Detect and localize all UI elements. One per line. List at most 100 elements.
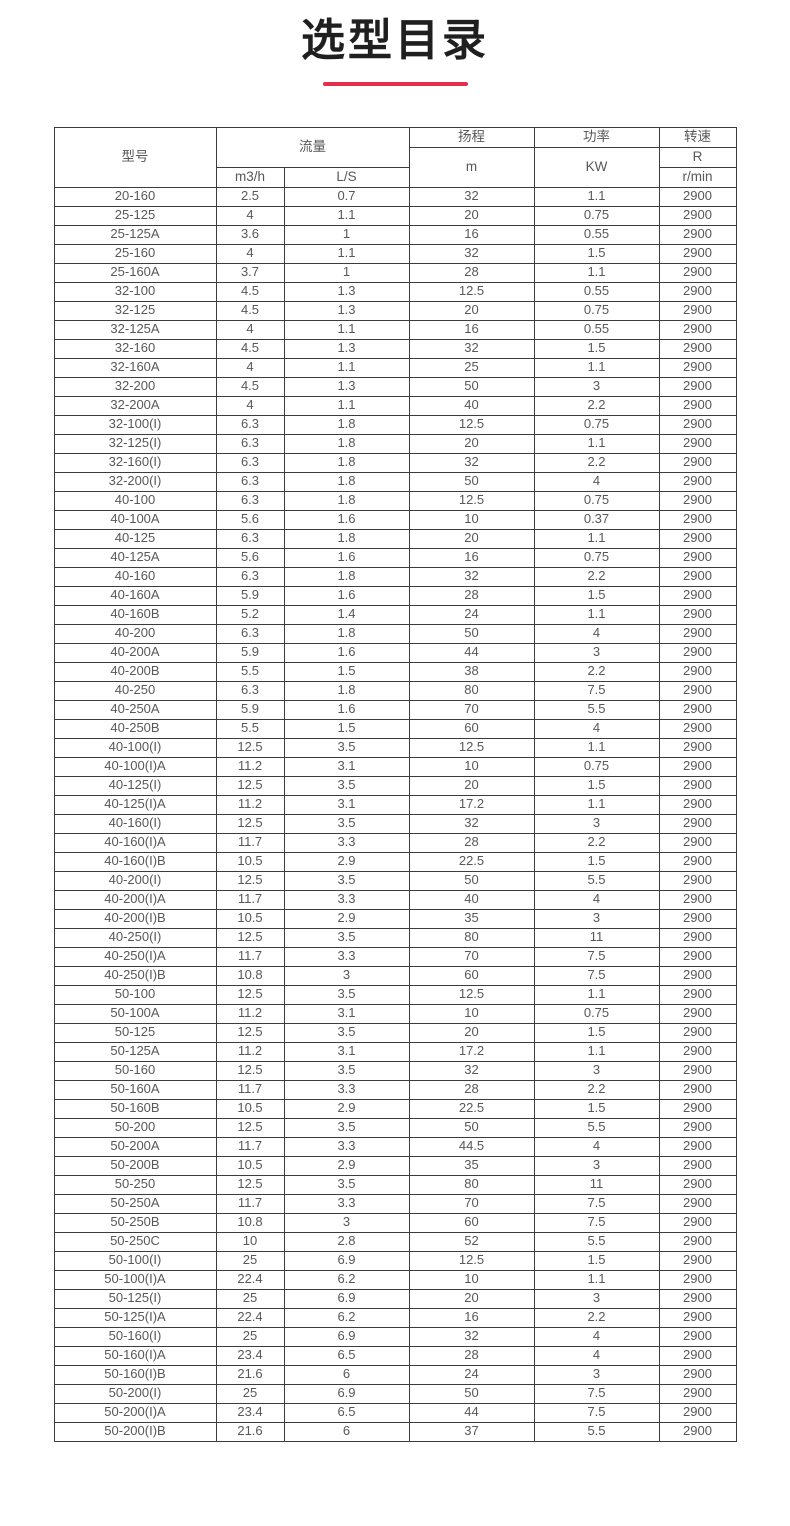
cell-flow-m3h: 4.5 (215, 338, 285, 359)
cell-flow-ls: 2.9 (283, 1098, 410, 1119)
cell-power-kw: 0.55 (533, 281, 660, 302)
cell-head-m: 10 (408, 1269, 535, 1290)
cell-speed-rpm: 2900 (658, 1079, 737, 1100)
cell-head-m: 32 (408, 452, 535, 473)
cell-power-kw: 1.1 (533, 528, 660, 549)
cell-head-m: 32 (408, 566, 535, 587)
cell-flow-m3h: 6.3 (215, 680, 285, 701)
cell-speed-rpm: 2900 (658, 604, 737, 625)
cell-flow-m3h: 6.3 (215, 566, 285, 587)
table-row: 50-125 12.5 3.5 20 1.5 2900 (53, 1022, 737, 1043)
cell-power-kw: 1.5 (533, 338, 660, 359)
cell-flow-m3h: 5.6 (215, 509, 285, 530)
cell-head-m: 16 (408, 319, 535, 340)
cell-flow-ls: 2.9 (283, 908, 410, 929)
table-row: 40-160 6.3 1.8 32 2.2 2900 (53, 566, 737, 587)
table-row: 40-160(I)B 10.5 2.9 22.5 1.5 2900 (53, 851, 737, 872)
table-row: 50-100A 11.2 3.1 10 0.75 2900 (53, 1003, 737, 1024)
table-row: 40-200(I)A 11.7 3.3 40 4 2900 (53, 889, 737, 910)
cell-model: 40-200(I)B (53, 908, 217, 929)
cell-model: 50-100A (53, 1003, 217, 1024)
cell-head-m: 28 (408, 1345, 535, 1366)
cell-head-m: 32 (408, 338, 535, 359)
cell-flow-m3h: 10.5 (215, 908, 285, 929)
header-model: 型号 (53, 126, 217, 188)
cell-speed-rpm: 2900 (658, 1060, 737, 1081)
table-header: 型号 流量 扬程 功率 转速 m KW R m3/h L/S r/min (53, 126, 737, 188)
cell-power-kw: 11 (533, 1174, 660, 1195)
cell-model: 50-100(I)A (53, 1269, 217, 1290)
cell-flow-ls: 6.2 (283, 1307, 410, 1328)
table-row: 40-200A 5.9 1.6 44 3 2900 (53, 642, 737, 663)
cell-head-m: 24 (408, 1364, 535, 1385)
header-speed-unit-bottom: r/min (658, 166, 737, 188)
cell-flow-ls: 3.1 (283, 794, 410, 815)
cell-speed-rpm: 2900 (658, 1231, 737, 1252)
cell-power-kw: 5.5 (533, 1421, 660, 1442)
cell-flow-ls: 3.5 (283, 1060, 410, 1081)
cell-speed-rpm: 2900 (658, 775, 737, 796)
cell-speed-rpm: 2900 (658, 794, 737, 815)
cell-model: 50-100(I) (53, 1250, 217, 1271)
cell-power-kw: 1.5 (533, 851, 660, 872)
cell-power-kw: 0.75 (533, 205, 660, 226)
cell-flow-m3h: 4 (215, 319, 285, 340)
cell-model: 50-125(I)A (53, 1307, 217, 1328)
cell-speed-rpm: 2900 (658, 1421, 737, 1442)
cell-power-kw: 2.2 (533, 566, 660, 587)
cell-flow-m3h: 6.3 (215, 471, 285, 492)
table-row: 25-160A 3.7 1 28 1.1 2900 (53, 262, 737, 283)
cell-speed-rpm: 2900 (658, 1250, 737, 1271)
cell-speed-rpm: 2900 (658, 1269, 737, 1290)
cell-flow-ls: 6 (283, 1364, 410, 1385)
cell-speed-rpm: 2900 (658, 661, 737, 682)
cell-speed-rpm: 2900 (658, 471, 737, 492)
cell-speed-rpm: 2900 (658, 262, 737, 283)
cell-flow-ls: 3.3 (283, 1079, 410, 1100)
cell-head-m: 22.5 (408, 1098, 535, 1119)
cell-flow-m3h: 5.2 (215, 604, 285, 625)
table-row: 32-160(I) 6.3 1.8 32 2.2 2900 (53, 452, 737, 473)
cell-flow-ls: 1 (283, 262, 410, 283)
cell-speed-rpm: 2900 (658, 1041, 737, 1062)
cell-flow-ls: 1.6 (283, 585, 410, 606)
table-row: 40-200 6.3 1.8 50 4 2900 (53, 623, 737, 644)
cell-flow-m3h: 6.3 (215, 433, 285, 454)
cell-speed-rpm: 2900 (658, 1402, 737, 1423)
cell-model: 50-160 (53, 1060, 217, 1081)
cell-flow-ls: 3.3 (283, 1193, 410, 1214)
cell-flow-ls: 1.8 (283, 433, 410, 454)
cell-power-kw: 1.5 (533, 1250, 660, 1271)
cell-power-kw: 4 (533, 718, 660, 739)
cell-model: 50-160(I)B (53, 1364, 217, 1385)
cell-speed-rpm: 2900 (658, 1022, 737, 1043)
cell-head-m: 50 (408, 1117, 535, 1138)
cell-power-kw: 3 (533, 642, 660, 663)
cell-head-m: 10 (408, 509, 535, 530)
header-power-unit: KW (533, 146, 660, 188)
table-row: 50-200(I)A 23.4 6.5 44 7.5 2900 (53, 1402, 737, 1423)
cell-head-m: 28 (408, 1079, 535, 1100)
cell-head-m: 44 (408, 642, 535, 663)
table-row: 50-100(I)A 22.4 6.2 10 1.1 2900 (53, 1269, 737, 1290)
cell-head-m: 20 (408, 1022, 535, 1043)
cell-head-m: 40 (408, 395, 535, 416)
cell-head-m: 25 (408, 357, 535, 378)
cell-speed-rpm: 2900 (658, 946, 737, 967)
cell-flow-m3h: 11.7 (215, 1079, 285, 1100)
cell-speed-rpm: 2900 (658, 927, 737, 948)
cell-model: 40-160A (53, 585, 217, 606)
cell-power-kw: 1.5 (533, 1022, 660, 1043)
cell-model: 50-125A (53, 1041, 217, 1062)
cell-power-kw: 5.5 (533, 870, 660, 891)
cell-speed-rpm: 2900 (658, 1117, 737, 1138)
cell-flow-ls: 1.8 (283, 471, 410, 492)
cell-model: 50-160(I) (53, 1326, 217, 1347)
cell-power-kw: 0.75 (533, 547, 660, 568)
cell-head-m: 80 (408, 680, 535, 701)
cell-flow-ls: 1.8 (283, 452, 410, 473)
cell-speed-rpm: 2900 (658, 851, 737, 872)
table-row: 25-125A 3.6 1 16 0.55 2900 (53, 224, 737, 245)
cell-flow-m3h: 23.4 (215, 1402, 285, 1423)
table-row: 40-250B 5.5 1.5 60 4 2900 (53, 718, 737, 739)
